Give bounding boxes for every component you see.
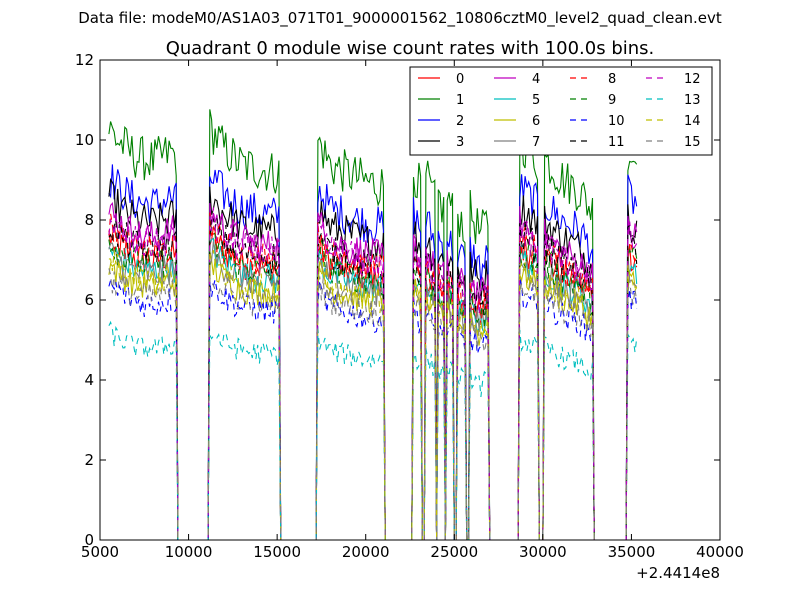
legend-label-8: 8 <box>608 72 616 87</box>
legend-frame <box>409 66 713 156</box>
legend-label-4: 4 <box>532 72 540 87</box>
legend-label-11: 11 <box>608 135 625 150</box>
series-line-4 <box>108 201 638 541</box>
series-line-1 <box>108 109 638 541</box>
y-tick-label: 6 <box>84 291 94 309</box>
y-tick-label: 10 <box>75 131 94 149</box>
y-tick-label: 0 <box>84 531 94 549</box>
x-tick-label: 30000 <box>519 543 567 561</box>
legend-label-6: 6 <box>532 114 540 129</box>
plot-area <box>108 109 638 541</box>
y-tick-label: 12 <box>75 51 94 69</box>
series-line-9 <box>108 225 638 541</box>
legend-label-5: 5 <box>532 93 540 108</box>
x-tick-label: 40000 <box>696 543 744 561</box>
legend-label-2: 2 <box>456 114 464 129</box>
chart-title: Quadrant 0 module wise count rates with … <box>166 38 655 59</box>
axis-ticks: 5000 10000 15000 20000 25000 30000 35000 40000 0… <box>75 51 744 561</box>
series-line-15 <box>108 268 638 541</box>
x-tick-label: 25000 <box>430 543 478 561</box>
legend-label-3: 3 <box>456 135 464 150</box>
x-tick-label: 10000 <box>165 543 213 561</box>
legend-label-1: 1 <box>456 93 464 108</box>
figure-suptitle: Data file: modeM0/AS1A03_071T01_90000015… <box>78 9 722 27</box>
legend-label-7: 7 <box>532 135 540 150</box>
x-tick-label: 20000 <box>342 543 390 561</box>
legend-label-10: 10 <box>608 114 625 129</box>
legend-label-0: 0 <box>456 72 464 87</box>
y-tick-label: 8 <box>84 211 94 229</box>
x-tick-label: 15000 <box>253 543 301 561</box>
y-tick-label: 2 <box>84 451 94 469</box>
legend-label-14: 14 <box>684 114 701 129</box>
x-axis-offset-label: +2.4414e8 <box>636 564 720 582</box>
legend-label-9: 9 <box>608 93 616 108</box>
legend-label-15: 15 <box>684 135 701 150</box>
x-tick-label: 5000 <box>81 543 119 561</box>
series-line-3 <box>108 177 638 541</box>
legend-label-13: 13 <box>684 93 701 108</box>
x-tick-label: 35000 <box>608 543 656 561</box>
y-tick-label: 4 <box>84 371 94 389</box>
series-line-13 <box>108 320 638 541</box>
legend-label-12: 12 <box>684 72 701 87</box>
